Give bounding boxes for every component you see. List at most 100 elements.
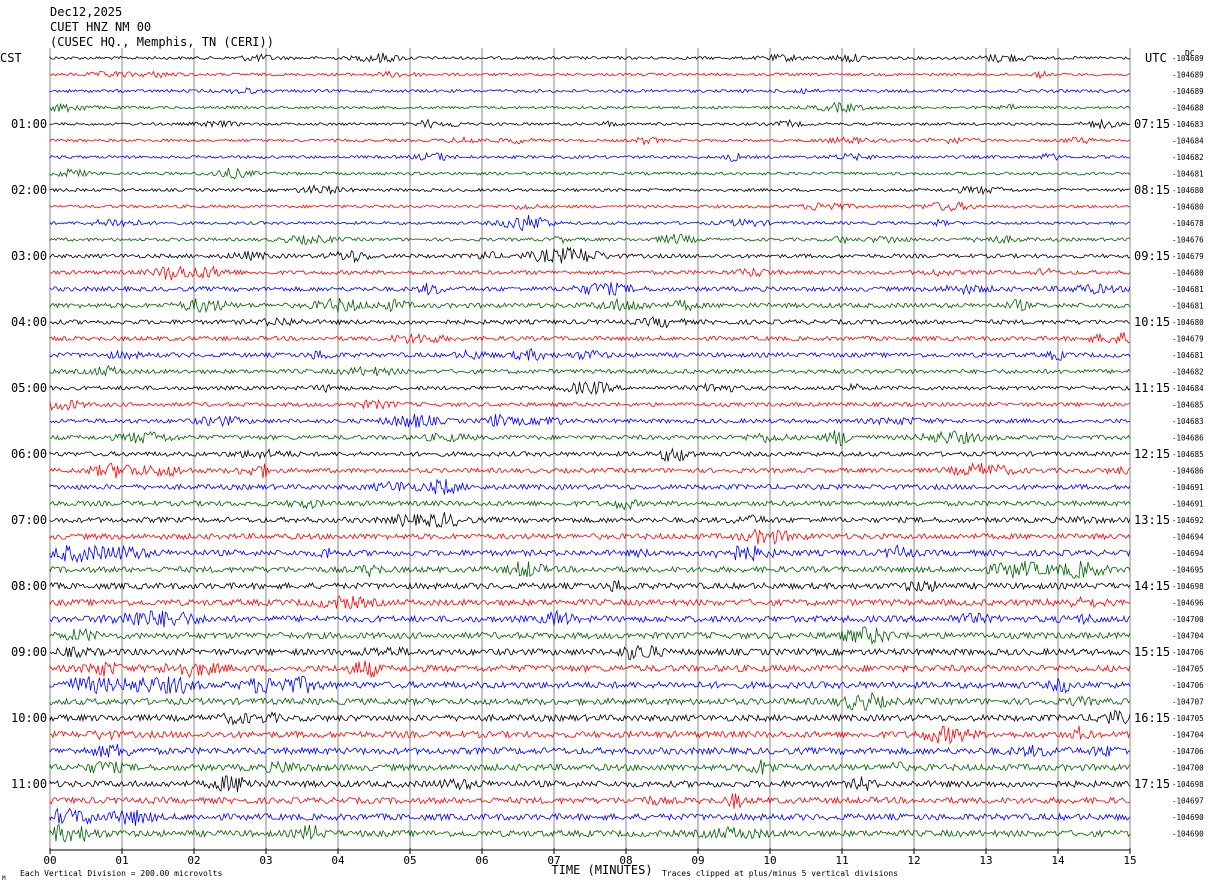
trace-line [49,759,1131,775]
dc-offset-label: -104688 [1172,104,1204,113]
dc-offset-label: -104680 [1172,269,1204,278]
right-hour-label: 08:15 [1134,183,1170,197]
location-label: (CUSEC HQ., Memphis, TN (CERI)) [50,35,274,49]
dc-offset-labels: -104689 -104689 -104689 -104688 -104683 -1046… [1172,54,1204,839]
left-hour-label: 06:00 [11,447,47,461]
dc-offset-label: -104679 [1172,252,1204,261]
dc-offset-label: -104682 [1172,368,1204,377]
left-hour-label: 09:00 [11,645,47,659]
dc-offset-label: -104700 [1172,615,1204,624]
x-tick-label: 07 [547,854,560,867]
left-hour-labels: 01:00 02:00 03:00 04:00 05:00 06:00 07:00 08:00… [11,117,47,791]
left-hour-label: 02:00 [11,183,47,197]
right-hour-label: 17:15 [1134,777,1170,791]
trace-line [49,709,1131,726]
right-timezone-label: UTC [1145,51,1167,65]
trace-line [49,609,1131,628]
scale-note: Each Vertical Division = 200.00 microvol… [20,869,222,878]
x-tick-label: 00 [43,854,56,867]
x-tick-label: 15 [1123,854,1136,867]
trace-line [49,675,1131,695]
date-label: Dec12,2025 [50,5,122,19]
dc-offset-label: -104678 [1172,219,1204,228]
right-hour-label: 12:15 [1134,447,1170,461]
trace-line [49,560,1131,579]
trace-line [49,282,1131,296]
dc-offset-label: -104689 [1172,87,1204,96]
trace-line [49,118,1131,130]
left-hour-label: 03:00 [11,249,47,263]
dc-offset-label: -104692 [1172,516,1204,525]
left-hour-label: 08:00 [11,579,47,593]
trace-line [49,544,1131,564]
dc-offset-label: -104683 [1172,417,1204,426]
right-hour-label: 10:15 [1134,315,1170,329]
trace-line [49,52,1131,64]
trace-line [49,135,1131,146]
dc-offset-label: -104705 [1172,665,1204,674]
right-hour-label: 09:15 [1134,249,1170,263]
left-hour-label: 10:00 [11,711,47,725]
left-hour-label: 04:00 [11,315,47,329]
x-tick-label: 05 [403,854,416,867]
trace-line [49,87,1131,95]
dc-offset-label: -104698 [1172,582,1204,591]
dc-offset-label: -104690 [1172,813,1204,822]
x-tick-label: 02 [187,854,200,867]
dc-offset-label: -104681 [1172,302,1204,311]
dc-offset-label: -104706 [1172,681,1204,690]
trace-line [49,70,1131,80]
dc-offset-label: -104681 [1172,351,1204,360]
dc-offset-label: -104684 [1172,384,1204,393]
trace-line [49,297,1131,314]
x-axis-ticks: 00 01 02 03 04 05 06 07 08 09 10 11 12 13 14 15 [43,848,1137,867]
trace-line [49,660,1131,678]
x-tick-label: 04 [331,854,345,867]
left-hour-label: 01:00 [11,117,47,131]
trace-line [49,364,1131,377]
station-label: CUET HNZ NM 00 [50,20,151,34]
clip-note: Traces clipped at plus/minus 5 vertical … [662,869,898,878]
dc-offset-label: -104689 [1172,54,1204,63]
trace-line [49,580,1131,593]
dc-offset-label: -104694 [1172,549,1204,558]
dc-offset-label: -104683 [1172,120,1204,129]
dc-offset-label: -104691 [1172,483,1204,492]
trace-line [49,823,1131,843]
trace-line [49,215,1131,232]
dc-offset-label: -104690 [1172,830,1204,839]
trace-line [49,512,1131,529]
dc-offset-label: -104680 [1172,186,1204,195]
right-hour-labels: 07:15 08:15 09:15 10:15 11:15 12:15 13:15 14:15… [1134,117,1170,791]
trace-line [49,595,1131,610]
dc-offset-label: -104705 [1172,714,1204,723]
dc-offset-label: -104679 [1172,335,1204,344]
trace-line [49,151,1131,162]
dc-offset-label: -104696 [1172,599,1204,608]
dc-offset-label: -104682 [1172,153,1204,162]
trace-line [49,332,1131,345]
trace-line [49,462,1131,479]
dc-offset-label: -104681 [1172,170,1204,179]
trace-line [49,807,1131,826]
dc-offset-label: -104698 [1172,780,1204,789]
x-tick-label: 06 [475,854,488,867]
trace-line [49,479,1131,495]
x-tick-label: 11 [835,854,848,867]
dc-offset-label: -104706 [1172,648,1204,657]
corner-mark: M [2,875,6,882]
trace-line [49,430,1131,447]
trace-line [49,644,1131,660]
dc-offset-label: -104689 [1172,71,1204,80]
trace-line [49,626,1131,646]
x-tick-label: 03 [259,854,272,867]
x-tick-label: 09 [691,854,704,867]
dc-offset-label: -104706 [1172,747,1204,756]
left-timezone-label: CST [0,51,22,65]
trace-line [49,691,1131,712]
x-tick-label: 14 [1051,854,1065,867]
dc-offset-label: -104676 [1172,236,1204,245]
dc-offset-label: -104680 [1172,318,1204,327]
right-hour-label: 14:15 [1134,579,1170,593]
dc-offset-label: -104685 [1172,401,1204,410]
